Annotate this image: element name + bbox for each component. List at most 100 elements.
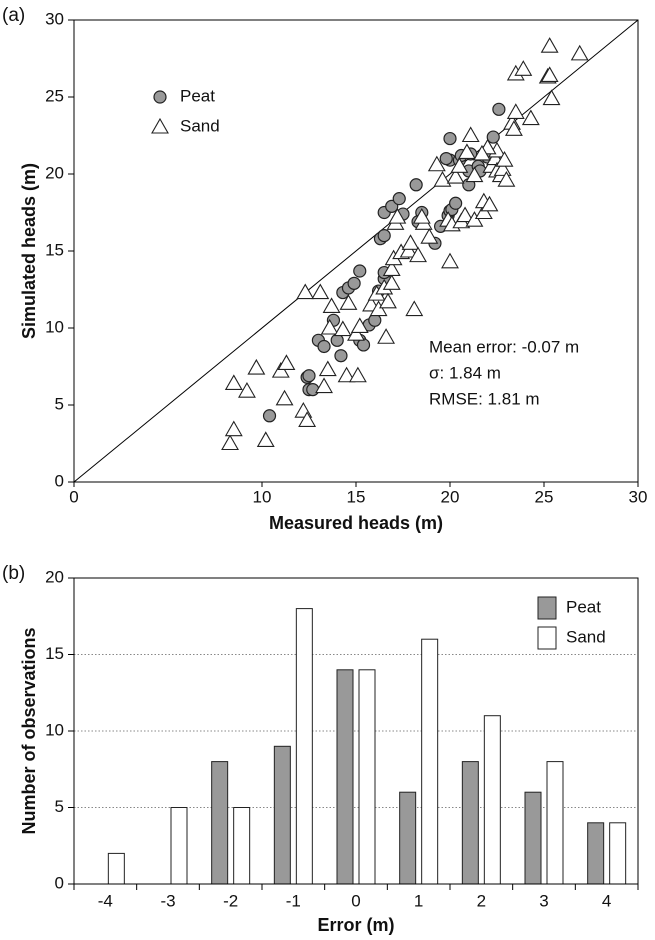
sand-point xyxy=(450,157,469,173)
y-tick-label: 5 xyxy=(55,797,64,816)
y-tick-label: 5 xyxy=(55,394,64,413)
sand-point xyxy=(465,166,484,183)
annotation: RMSE: 1.81 m xyxy=(429,389,540,408)
x-tick-label: 4 xyxy=(602,891,611,910)
sand-point xyxy=(495,151,514,167)
bar xyxy=(399,791,417,885)
sand-point xyxy=(542,89,561,106)
x-tick-label: -3 xyxy=(160,891,175,910)
annotation: σ: 1.84 m xyxy=(429,363,501,382)
sand-point xyxy=(399,241,418,258)
sand-point xyxy=(350,317,369,334)
sand-point xyxy=(320,318,339,335)
bar xyxy=(295,608,313,885)
sand-point xyxy=(377,328,396,344)
sand-point xyxy=(433,171,452,187)
bar xyxy=(336,669,354,885)
y-tick-label: 0 xyxy=(55,471,64,490)
plot-frame xyxy=(73,577,639,885)
sand-point xyxy=(480,195,499,212)
peat-point xyxy=(492,102,506,116)
x-tick-label: 10 xyxy=(253,487,272,506)
y-tick-label: 20 xyxy=(45,567,64,586)
peat-point xyxy=(353,264,367,278)
peat-point xyxy=(449,196,463,210)
legend-label: Sand xyxy=(566,627,606,646)
bar xyxy=(421,638,439,885)
plot-frame xyxy=(73,19,639,483)
bar xyxy=(107,852,125,885)
y-tick-label: 30 xyxy=(45,9,64,28)
x-tick-label: 2 xyxy=(477,891,486,910)
bar xyxy=(461,761,479,885)
one-to-one-line xyxy=(73,19,639,483)
sand-point xyxy=(441,252,459,269)
peat-point xyxy=(409,178,423,192)
sand-point xyxy=(238,382,256,398)
sand-point xyxy=(318,360,337,377)
y-tick-label: 15 xyxy=(45,644,64,663)
sand-point xyxy=(457,143,476,159)
sand-point xyxy=(427,155,446,172)
sand-point xyxy=(256,431,275,447)
sand-point xyxy=(506,103,525,119)
x-tick-label: 20 xyxy=(441,487,460,506)
x-tick-label: 0 xyxy=(351,891,360,910)
legend-label: Sand xyxy=(180,116,220,135)
sand-point xyxy=(347,325,365,341)
sand-point xyxy=(322,297,341,313)
legend-swatch xyxy=(537,596,557,620)
sand-point xyxy=(465,211,484,227)
bar xyxy=(483,715,501,885)
sand-point xyxy=(514,60,533,76)
sand-point xyxy=(504,120,523,136)
peat-point xyxy=(377,229,391,243)
x-tick-label: -1 xyxy=(286,891,301,910)
sand-point xyxy=(412,208,431,224)
legend-label: Peat xyxy=(180,86,215,105)
peat-point xyxy=(347,276,361,290)
x-tick-label: 1 xyxy=(414,891,423,910)
x-tick-label: -4 xyxy=(98,891,113,910)
peat-point xyxy=(317,339,331,354)
x-tick-label: 25 xyxy=(535,487,554,506)
bar xyxy=(546,761,564,885)
sand-point xyxy=(521,109,540,126)
bar xyxy=(170,807,188,885)
bar xyxy=(609,822,627,885)
sand-point xyxy=(474,203,493,220)
sand-point xyxy=(379,292,397,309)
x-tick-label: -2 xyxy=(223,891,238,910)
sand-point xyxy=(369,300,388,317)
bar xyxy=(587,822,605,885)
y-axis-title: Number of observations xyxy=(19,627,39,834)
sand-point xyxy=(382,260,401,277)
annotation: Mean error: -0.07 m xyxy=(429,337,579,356)
panel-label: (b) xyxy=(2,563,25,584)
y-tick-label: 25 xyxy=(45,86,64,105)
y-tick-label: 0 xyxy=(55,873,64,892)
sand-point xyxy=(224,374,243,390)
y-tick-label: 10 xyxy=(45,720,64,739)
peat-point xyxy=(439,152,453,166)
sand-point xyxy=(401,234,420,250)
sand-point xyxy=(247,358,266,375)
panel-label: (a) xyxy=(2,5,25,26)
y-tick-label: 15 xyxy=(45,240,64,259)
peat-point xyxy=(302,369,316,383)
peat-point xyxy=(356,338,371,352)
sand-point xyxy=(388,208,407,224)
sand-point xyxy=(473,144,491,161)
x-axis-title: Measured heads (m) xyxy=(269,513,443,533)
sand-point xyxy=(271,362,290,378)
sand-point xyxy=(348,366,367,383)
sand-point xyxy=(461,126,480,143)
sand-point xyxy=(420,228,439,244)
sand-point xyxy=(497,171,516,187)
sand-point xyxy=(221,434,239,451)
sand-point xyxy=(540,66,559,82)
sand-point xyxy=(570,44,589,61)
y-axis-title: Simulated heads (m) xyxy=(19,163,39,339)
y-tick-label: 10 xyxy=(45,317,64,336)
